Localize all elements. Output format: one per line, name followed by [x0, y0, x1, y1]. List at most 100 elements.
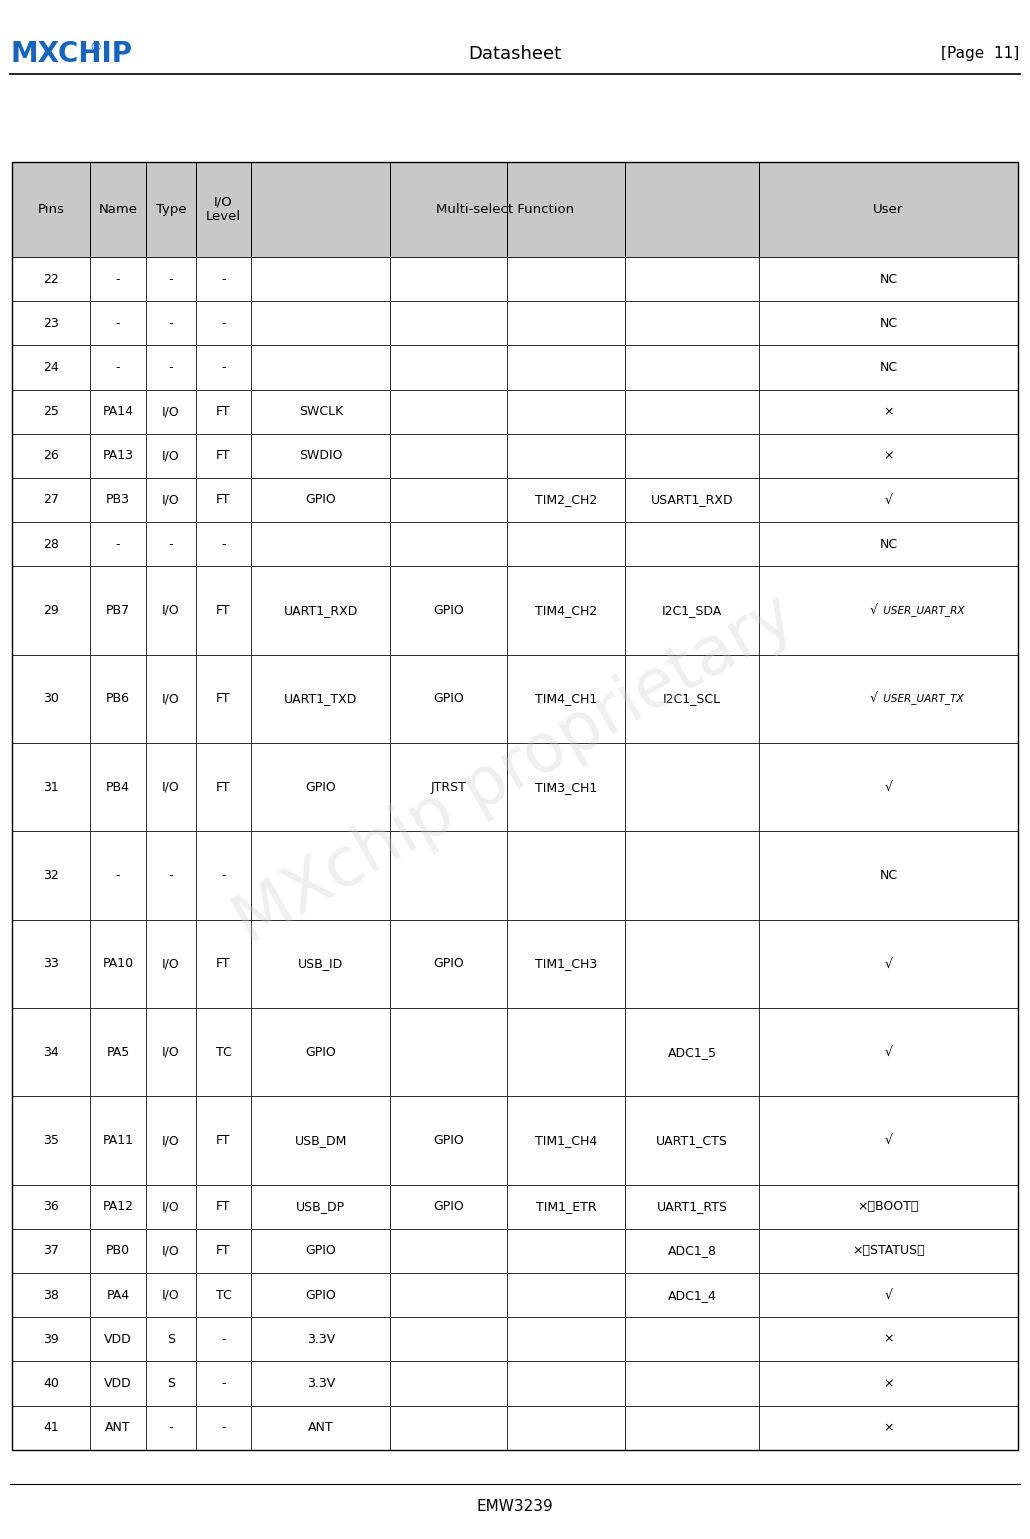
Bar	[625, 743, 759, 831]
Text: UART1_RXD: UART1_RXD	[283, 603, 358, 617]
Bar	[90, 1228, 146, 1273]
Bar	[759, 434, 1018, 479]
Bar	[251, 162, 390, 257]
Text: MXchip proprietary: MXchip proprietary	[224, 582, 806, 957]
Bar	[507, 566, 625, 654]
Bar	[390, 1317, 507, 1362]
Bar	[507, 1362, 625, 1405]
Text: TIM1_ETR: TIM1_ETR	[536, 1200, 596, 1213]
Text: NC: NC	[880, 272, 897, 286]
Text: FT: FT	[216, 494, 231, 506]
Bar	[90, 434, 146, 479]
Text: S: S	[167, 1377, 175, 1390]
Text: 38: 38	[43, 1288, 59, 1302]
Bar	[90, 479, 146, 522]
Bar	[625, 920, 759, 1008]
Bar	[196, 1317, 251, 1362]
Bar	[507, 479, 625, 522]
Bar	[146, 566, 196, 654]
Bar	[759, 566, 1018, 654]
Text: I/O: I/O	[162, 1245, 180, 1257]
Text: -: -	[169, 272, 173, 286]
Text: TC: TC	[215, 1288, 232, 1302]
Bar	[625, 257, 759, 302]
Bar	[625, 1185, 759, 1228]
Text: -: -	[221, 537, 226, 551]
Bar	[12, 1362, 90, 1405]
Bar	[759, 1362, 1018, 1405]
Text: GPIO: GPIO	[434, 693, 464, 705]
Bar	[507, 1096, 625, 1185]
Bar	[146, 1008, 196, 1096]
Bar	[12, 1317, 90, 1362]
Text: -: -	[221, 1333, 226, 1345]
Bar	[390, 434, 507, 479]
Bar	[625, 162, 759, 257]
Bar	[251, 389, 390, 434]
Bar	[507, 1228, 625, 1273]
Text: TIM4_CH2: TIM4_CH2	[535, 603, 597, 617]
Bar	[251, 479, 390, 522]
Text: √: √	[885, 957, 892, 970]
Text: √: √	[870, 603, 878, 617]
Text: FT: FT	[216, 603, 231, 617]
Bar	[12, 920, 90, 1008]
Text: I2C1_SDA: I2C1_SDA	[662, 603, 722, 617]
Text: TC: TC	[215, 1045, 232, 1059]
Bar	[251, 1096, 390, 1185]
Text: ×（BOOT）: ×（BOOT）	[858, 1200, 919, 1213]
Text: Name: Name	[99, 203, 137, 215]
Bar	[196, 920, 251, 1008]
Bar	[759, 522, 1018, 566]
Bar	[196, 522, 251, 566]
Bar	[146, 1405, 196, 1450]
Bar	[625, 1008, 759, 1096]
Text: 3.3V: 3.3V	[307, 1333, 335, 1345]
Bar	[146, 1228, 196, 1273]
Bar	[196, 1405, 251, 1450]
Text: ×: ×	[883, 405, 894, 419]
Bar	[251, 1317, 390, 1362]
Bar	[625, 345, 759, 389]
Bar	[759, 1228, 1018, 1273]
Bar	[196, 1228, 251, 1273]
Bar	[146, 522, 196, 566]
Bar	[759, 743, 1018, 831]
Bar	[12, 1008, 90, 1096]
Text: 35: 35	[43, 1134, 59, 1147]
Text: VDD: VDD	[104, 1377, 132, 1390]
Bar	[196, 257, 251, 302]
Bar	[196, 1096, 251, 1185]
Bar	[251, 522, 390, 566]
Text: FT: FT	[216, 1134, 231, 1147]
Text: TIM2_CH2: TIM2_CH2	[535, 494, 597, 506]
Text: 25: 25	[43, 405, 59, 419]
Bar	[507, 1185, 625, 1228]
Bar	[146, 162, 196, 257]
Text: GPIO: GPIO	[306, 1045, 336, 1059]
Text: I/O: I/O	[162, 693, 180, 705]
Text: UART1_CTS: UART1_CTS	[656, 1134, 728, 1147]
Bar	[625, 1317, 759, 1362]
Bar	[390, 654, 507, 743]
Text: Type: Type	[156, 203, 186, 215]
Text: 40: 40	[43, 1377, 59, 1390]
Bar	[12, 1273, 90, 1317]
Bar	[251, 1228, 390, 1273]
Bar	[759, 831, 1018, 920]
Text: ADC1_5: ADC1_5	[667, 1045, 717, 1059]
Bar	[625, 831, 759, 920]
Text: NC: NC	[880, 317, 897, 329]
Bar	[625, 1273, 759, 1317]
Bar	[196, 345, 251, 389]
Bar	[146, 1273, 196, 1317]
Bar	[12, 743, 90, 831]
Bar	[251, 831, 390, 920]
Text: FT: FT	[216, 1245, 231, 1257]
Text: 31: 31	[43, 780, 59, 794]
Text: 39: 39	[43, 1333, 59, 1345]
Text: -: -	[115, 362, 121, 374]
Text: -: -	[221, 317, 226, 329]
Text: UART1_TXD: UART1_TXD	[284, 693, 357, 705]
Bar	[196, 1008, 251, 1096]
